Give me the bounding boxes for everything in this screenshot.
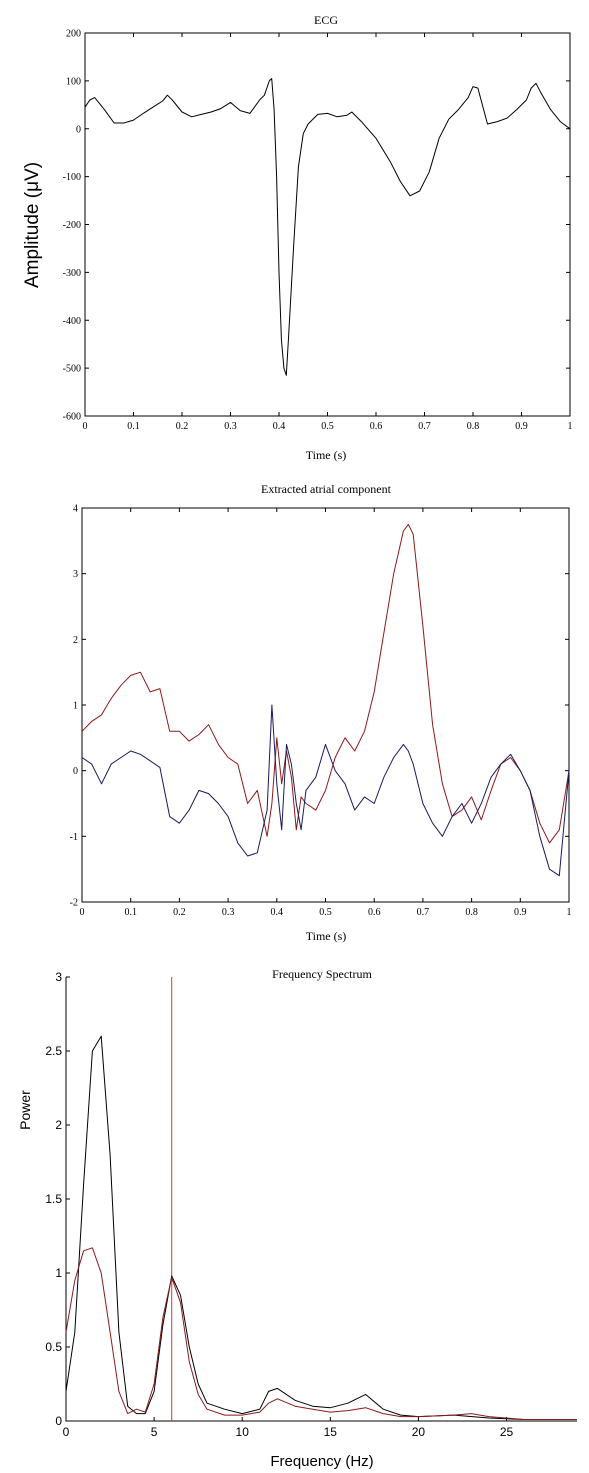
x-tick-label: 15 xyxy=(324,1425,338,1439)
y-tick-label: -300 xyxy=(63,268,81,279)
x-tick-label: 0.3 xyxy=(224,421,237,432)
x-tick-label: 0.1 xyxy=(127,421,140,432)
x-tick-label: 0.1 xyxy=(124,907,137,918)
x-tick-label: 1 xyxy=(567,907,572,918)
atrial-title: Extracted atrial component xyxy=(261,482,392,496)
x-tick-label: 0.4 xyxy=(273,421,286,432)
y-tick-label: -600 xyxy=(63,412,81,423)
x-tick-label: 0 xyxy=(80,907,85,918)
y-tick-label: 1 xyxy=(55,1266,62,1280)
x-tick-label: 0 xyxy=(63,1425,70,1439)
y-tick-label: 2.5 xyxy=(45,1044,62,1058)
x-tick-label: 0 xyxy=(83,421,88,432)
x-tick-label: 1 xyxy=(568,421,573,432)
axes-frame xyxy=(84,32,571,417)
y-tick-label: 0 xyxy=(76,124,81,135)
y-tick-label: 4 xyxy=(73,504,78,515)
x-tick-label: 0.8 xyxy=(467,421,480,432)
axes-frame xyxy=(65,977,577,1422)
x-tick-label: 5 xyxy=(151,1425,158,1439)
series-line-2 xyxy=(65,1247,577,1420)
x-tick-label: 20 xyxy=(412,1425,426,1439)
y-tick-label: 0 xyxy=(73,766,78,777)
spectrum-title: Frequency Spectrum xyxy=(272,967,372,981)
y-tick-label: 3 xyxy=(73,569,78,580)
y-tick-label: 0.5 xyxy=(45,1340,62,1354)
y-tick-label: -400 xyxy=(63,316,81,327)
series-line-1 xyxy=(81,523,570,844)
x-tick-label: 0.6 xyxy=(370,421,383,432)
series-line-1 xyxy=(84,78,571,376)
x-tick-label: 0.9 xyxy=(515,421,528,432)
x-tick-label: 0.7 xyxy=(418,421,431,432)
x-tick-label: 0.6 xyxy=(368,907,381,918)
y-tick-label: -1 xyxy=(70,832,78,843)
y-tick-label: 100 xyxy=(66,76,81,87)
ecg-title: ECG xyxy=(314,13,338,27)
y-tick-label: 1 xyxy=(73,701,78,712)
spectrum-ylabel: Power xyxy=(17,1090,33,1130)
x-tick-label: 0.5 xyxy=(319,907,332,918)
y-tick-label: 2 xyxy=(73,635,78,646)
x-tick-label: 0.2 xyxy=(176,421,189,432)
y-tick-label: 1.5 xyxy=(45,1192,62,1206)
atrial-panel: Extracted atrial component Time (s) 0 0.1… xyxy=(70,482,572,943)
spectrum-xlabel: Frequency (Hz) xyxy=(270,1453,373,1470)
x-tick-label: 0.3 xyxy=(222,907,235,918)
ecg-panel: ECG Amplitude (μV) Time (s) 0 0.1 0.2 0.3 0.… xyxy=(22,13,573,462)
ecg-ylabel: Amplitude (μV) xyxy=(22,162,43,288)
x-tick-label: 25 xyxy=(500,1425,514,1439)
x-tick-label: 0.4 xyxy=(271,907,284,918)
y-tick-label: -100 xyxy=(63,172,81,183)
x-tick-label: 0.8 xyxy=(465,907,478,918)
series-line-1 xyxy=(65,1035,577,1420)
y-tick-label: 3 xyxy=(55,970,62,984)
x-tick-label: 0.7 xyxy=(417,907,430,918)
x-tick-label: 0.5 xyxy=(321,421,334,432)
axes-frame xyxy=(81,507,570,903)
x-tick-label: 0.2 xyxy=(173,907,186,918)
atrial-xlabel: Time (s) xyxy=(306,929,347,943)
y-tick-label: 200 xyxy=(66,29,81,40)
y-tick-label: -500 xyxy=(63,364,81,375)
y-tick-label: -200 xyxy=(63,220,81,231)
ecg-xlabel: Time (s) xyxy=(306,448,347,462)
x-tick-label: 10 xyxy=(236,1425,250,1439)
y-tick-label: 2 xyxy=(55,1118,62,1132)
y-tick-label: 0 xyxy=(55,1414,62,1428)
y-tick-label: -2 xyxy=(70,898,78,909)
series-line-2 xyxy=(81,704,570,877)
x-tick-label: 0.9 xyxy=(514,907,527,918)
spectrum-panel: Frequency Spectrum Power Frequency (Hz) … xyxy=(17,967,577,1470)
